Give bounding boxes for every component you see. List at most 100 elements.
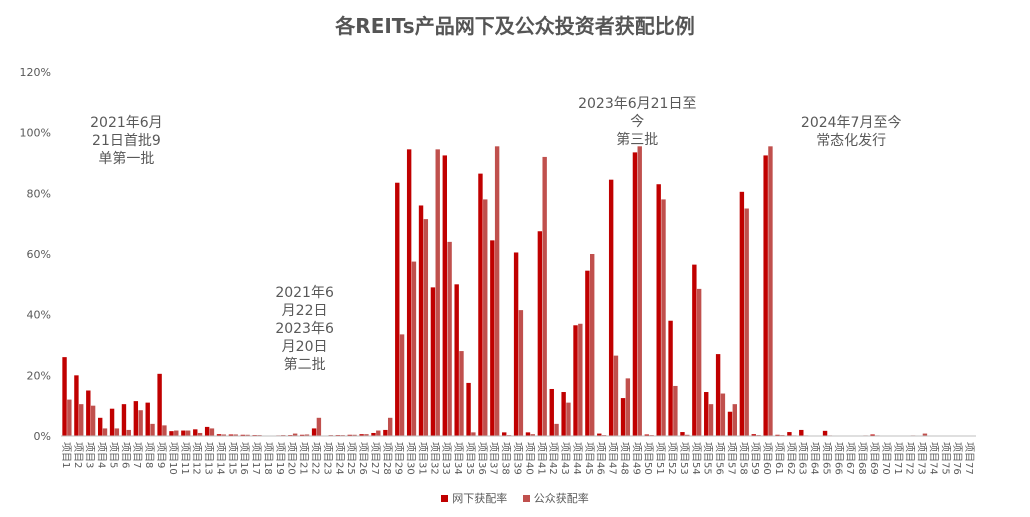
- x-tick-label: 项目56: [714, 442, 726, 475]
- x-tick-label: 项目52: [666, 442, 678, 475]
- bar-series-1: [316, 417, 322, 436]
- bar-series-1: [613, 355, 619, 436]
- x-tick-label: 项目16: [238, 442, 250, 475]
- bar-series-0: [822, 430, 828, 436]
- x-tick-label: 项目19: [274, 442, 286, 475]
- x-tick-label: 项目76: [951, 442, 963, 475]
- x-tick-label: 项目54: [690, 442, 702, 475]
- x-tick-label: 项目20: [286, 442, 298, 475]
- bar-series-0: [300, 434, 305, 436]
- bar-series-1: [530, 434, 535, 436]
- x-tick-label: 项目36: [476, 442, 488, 475]
- bar-series-1: [245, 434, 250, 436]
- bar-series-0: [502, 432, 507, 436]
- bar-series-1: [233, 434, 238, 436]
- annotation-text: 第三批: [616, 131, 658, 148]
- x-tick-label: 项目10: [167, 442, 179, 475]
- bar-series-0: [513, 252, 519, 436]
- annotation-text: 2021年6月: [90, 115, 163, 131]
- bar-series-0: [549, 388, 554, 436]
- legend: 网下获配率 公众获配率: [0, 490, 1030, 506]
- x-tick-label: 项目29: [393, 442, 405, 475]
- x-tick-label: 项目39: [512, 442, 524, 475]
- bar-series-0: [715, 354, 721, 436]
- x-tick-label: 项目13: [203, 442, 215, 475]
- x-tick-label: 项目75: [939, 442, 951, 475]
- bar-series-0: [751, 434, 756, 436]
- x-tick-label: 项目6: [119, 442, 131, 468]
- bar-series-0: [347, 434, 352, 436]
- x-tick-label: 项目65: [820, 442, 832, 475]
- bar-series-0: [97, 417, 103, 436]
- x-tick-label: 项目4: [96, 442, 108, 468]
- bar-series-1: [126, 429, 131, 436]
- bar-series-0: [573, 325, 578, 436]
- x-tick-label: 项目38: [500, 442, 512, 475]
- x-tick-label: 项目3: [84, 442, 96, 468]
- bar-series-1: [518, 310, 524, 436]
- bar-series-0: [311, 428, 317, 436]
- legend-swatch-series-0: [441, 494, 449, 502]
- x-tick-label: 项目71: [892, 442, 904, 475]
- bar-series-1: [221, 434, 227, 436]
- bar-series-0: [62, 357, 67, 436]
- bar-series-0: [787, 432, 792, 436]
- x-tick-label: 项目64: [809, 442, 821, 475]
- annotation-text: 第二批: [284, 356, 326, 373]
- x-tick-label: 项目5: [107, 442, 119, 468]
- x-tick-label: 项目57: [725, 442, 737, 475]
- bar-series-1: [566, 402, 571, 436]
- x-tick-label: 项目63: [797, 442, 809, 475]
- bar-series-0: [490, 240, 495, 436]
- bar-series-0: [466, 382, 471, 436]
- x-tick-label: 项目28: [381, 442, 393, 475]
- bar-series-0: [775, 434, 780, 436]
- x-tick-label: 项目40: [523, 442, 535, 475]
- x-tick-label: 项目60: [761, 442, 773, 475]
- x-tick-label: 项目12: [191, 442, 203, 475]
- bar-series-1: [922, 433, 928, 436]
- bar-series-1: [292, 433, 298, 436]
- bar-series-1: [162, 425, 167, 436]
- y-tick-label: 120%: [20, 66, 51, 79]
- x-tick-label: 项目41: [535, 442, 547, 475]
- y-tick-label: 100%: [20, 127, 51, 140]
- bar-series-0: [585, 270, 590, 436]
- bar-series-1: [494, 146, 500, 436]
- bar-series-1: [685, 434, 690, 436]
- x-tick-label: 项目34: [452, 442, 464, 475]
- x-tick-label: 项目9: [155, 442, 167, 468]
- annotation-text: 2024年7月至今: [801, 115, 902, 131]
- annotation-text: 2023年6: [275, 321, 334, 337]
- bar-series-1: [447, 241, 452, 436]
- legend-item-series-0: 网下获配率: [441, 490, 507, 506]
- bar-series-0: [193, 429, 198, 436]
- x-tick-label: 项目48: [618, 442, 630, 475]
- bar-series-1: [720, 393, 726, 436]
- bar-series-0: [454, 284, 459, 436]
- x-tick-label: 项目23: [321, 442, 333, 475]
- x-tick-label: 项目18: [262, 442, 274, 475]
- bar-series-0: [442, 155, 447, 437]
- bar-series-0: [204, 426, 210, 436]
- x-tick-label: 项目43: [559, 442, 571, 475]
- annotation-text: 2023年6月21日至: [578, 96, 696, 112]
- bar-series-1: [578, 323, 583, 436]
- bar-series-1: [90, 405, 96, 436]
- bar-series-1: [483, 199, 488, 436]
- bar-series-1: [673, 385, 678, 436]
- bar-series-1: [197, 432, 203, 436]
- x-tick-label: 项目44: [571, 442, 583, 475]
- bar-series-0: [228, 434, 234, 436]
- x-tick-label: 项目50: [642, 442, 654, 475]
- bar-series-0: [121, 404, 127, 436]
- bar-series-0: [608, 179, 614, 436]
- annotation-text: 月20日: [282, 339, 328, 355]
- bar-series-0: [359, 434, 364, 436]
- bar-series-0: [727, 411, 733, 436]
- x-tick-label: 项目25: [345, 442, 357, 475]
- bar-series-0: [656, 184, 661, 436]
- bar-series-1: [102, 428, 108, 436]
